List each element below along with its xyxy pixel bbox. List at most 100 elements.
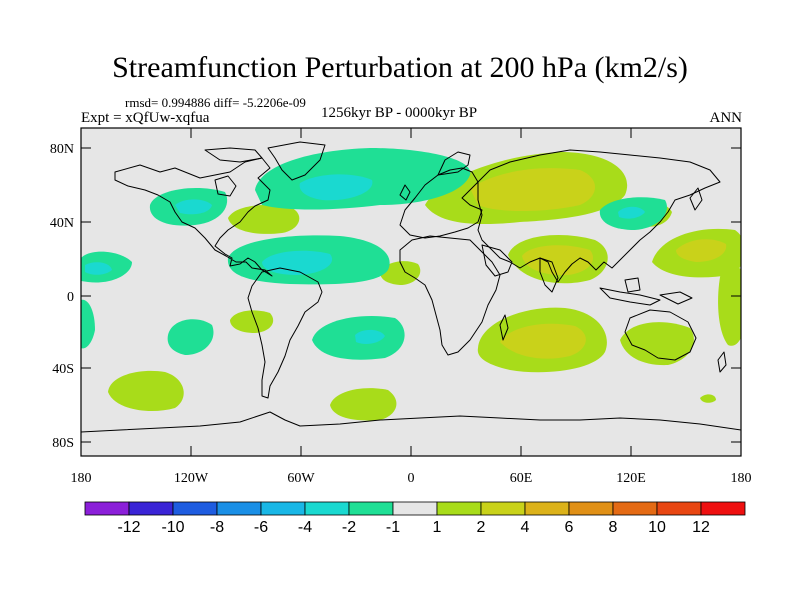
lon-label: 180 <box>71 471 92 486</box>
anomaly-region-north-pacific-core <box>175 199 212 215</box>
lon-label: 60W <box>287 471 315 486</box>
coastline-scandinavia <box>437 151 471 176</box>
anomaly-region-asia-high-core <box>470 168 595 212</box>
lat-tick-80s: 80S <box>52 436 741 451</box>
colorbar-box <box>612 501 658 516</box>
colorbar-box <box>568 501 614 516</box>
colorbar-box <box>436 501 482 516</box>
anomaly-region-tropical-pacific-core <box>85 262 112 275</box>
colorbar-box <box>656 501 702 516</box>
anomaly-region-tropical-atlantic-core <box>262 250 333 275</box>
colorbar-box <box>128 501 174 516</box>
lon-axis: 180 120W 60W 0 60E 120E 180 <box>71 128 752 486</box>
anomaly-region-south-pacific-west <box>81 299 95 349</box>
lon-label: 120E <box>616 471 646 486</box>
lon-tick-0: 0 <box>408 128 415 486</box>
colorbar-box <box>524 501 570 516</box>
coastline-asia <box>477 149 721 283</box>
colorbar: -12 -10 -8 -6 -4 -2 -1 1 2 4 6 8 10 12 <box>84 501 746 536</box>
anomaly-region-north-atlantic-low-core <box>299 174 373 201</box>
colorbar-label: 12 <box>692 519 710 536</box>
colorbar-label: 10 <box>648 519 666 536</box>
lon-label: 120W <box>174 471 209 486</box>
anomaly-region-south-pacific <box>108 370 184 412</box>
anomaly-region-south-pacific-low <box>167 319 214 355</box>
colorbar-label: -2 <box>342 519 356 536</box>
coastline-europe <box>399 167 483 239</box>
coastlines <box>81 141 741 433</box>
coastline-japan <box>689 187 703 211</box>
coastline-arabia <box>481 244 513 277</box>
colorbar-box <box>304 501 350 516</box>
lon-tick-180w: 180 <box>71 446 92 486</box>
colorbar-box <box>392 501 438 516</box>
colorbar-box <box>172 501 218 516</box>
experiment-label: Expt = xQfUw-xqfua <box>81 110 210 126</box>
colorbar-box <box>260 501 306 516</box>
colorbar-labels: -12 -10 -8 -6 -4 -2 -1 1 2 4 6 8 10 12 <box>117 519 710 536</box>
plot-title: Streamfunction Perturbation at 200 hPa (… <box>112 51 688 84</box>
lat-tick-0: 0 <box>67 290 741 305</box>
period-label: 1256kyr BP - 0000kyr BP <box>321 105 478 121</box>
coastline-antarctica <box>81 411 741 433</box>
anomaly-region-south-atlantic <box>330 388 397 421</box>
lon-tick-120w: 120W <box>174 128 209 486</box>
anomaly-region-pacific-east <box>718 265 741 346</box>
colorbar-label: -12 <box>117 519 140 536</box>
colorbar-box <box>700 501 746 516</box>
anomaly-region-indian-ocean-core <box>500 323 586 359</box>
colorbar-box <box>348 501 394 516</box>
colorbar-label: 1 <box>433 519 442 536</box>
lat-label: 40N <box>50 216 74 231</box>
colorbar-box <box>84 501 130 516</box>
coastline-madagascar <box>499 314 509 341</box>
coastline-britain <box>399 184 411 201</box>
lat-tick-40n: 40N <box>50 216 741 231</box>
lon-label: 60E <box>510 471 533 486</box>
coastline-greenland <box>267 141 326 181</box>
lat-axis: 80N 40N 0 40S 80S <box>50 142 741 451</box>
contour-fills <box>81 148 741 421</box>
colorbar-label: 2 <box>477 519 486 536</box>
anomaly-region-asia-north-tip <box>538 153 572 165</box>
lat-label: 80S <box>52 436 74 451</box>
anomaly-region-west-pacific-core <box>676 239 727 262</box>
colorbar-label: -1 <box>386 519 400 536</box>
colorbar-box <box>216 501 262 516</box>
colorbar-box <box>480 501 526 516</box>
lon-tick-60w: 60W <box>287 128 315 486</box>
coastline-hudson-bay <box>214 175 237 197</box>
coastline-south-america <box>247 267 323 399</box>
coastline-australia <box>624 309 697 361</box>
stats-text: rmsd= 0.994886 diff= -5.2206e-09 <box>125 95 306 110</box>
colorbar-label: 8 <box>609 519 618 536</box>
colorbar-label: 6 <box>565 519 574 536</box>
anomaly-region-south-atlantic-low-core <box>355 329 385 344</box>
coastline-new-guinea <box>659 291 693 305</box>
lon-label: 0 <box>408 471 415 486</box>
anomaly-region-equatorial-atlantic <box>380 261 421 285</box>
lat-tick-40s: 40S <box>52 362 741 377</box>
lon-tick-180e: 180 <box>731 446 752 486</box>
anomaly-region-south-america <box>230 310 274 333</box>
lat-label: 40S <box>52 362 74 377</box>
coastline-arctic-islands <box>204 147 263 163</box>
coastline-new-zealand <box>717 351 727 373</box>
colorbar-label: -6 <box>254 519 268 536</box>
anomaly-region-australia-east <box>620 322 694 366</box>
lat-label: 0 <box>67 290 74 305</box>
colorbar-boxes <box>84 501 746 516</box>
anomaly-region-north-atlantic <box>228 205 300 234</box>
colorbar-label: -8 <box>210 519 224 536</box>
coastline-africa <box>399 235 501 356</box>
anomaly-region-east-asia-low-core <box>618 206 645 219</box>
lon-label: 180 <box>731 471 752 486</box>
coastline-borneo <box>624 277 641 293</box>
lat-label: 80N <box>50 142 74 157</box>
lat-tick-80n: 80N <box>50 142 741 157</box>
coastline-india <box>539 257 559 293</box>
season-label: ANN <box>709 110 743 126</box>
anomaly-region-pacific-south-east <box>700 394 716 403</box>
colorbar-label: 4 <box>521 519 530 536</box>
